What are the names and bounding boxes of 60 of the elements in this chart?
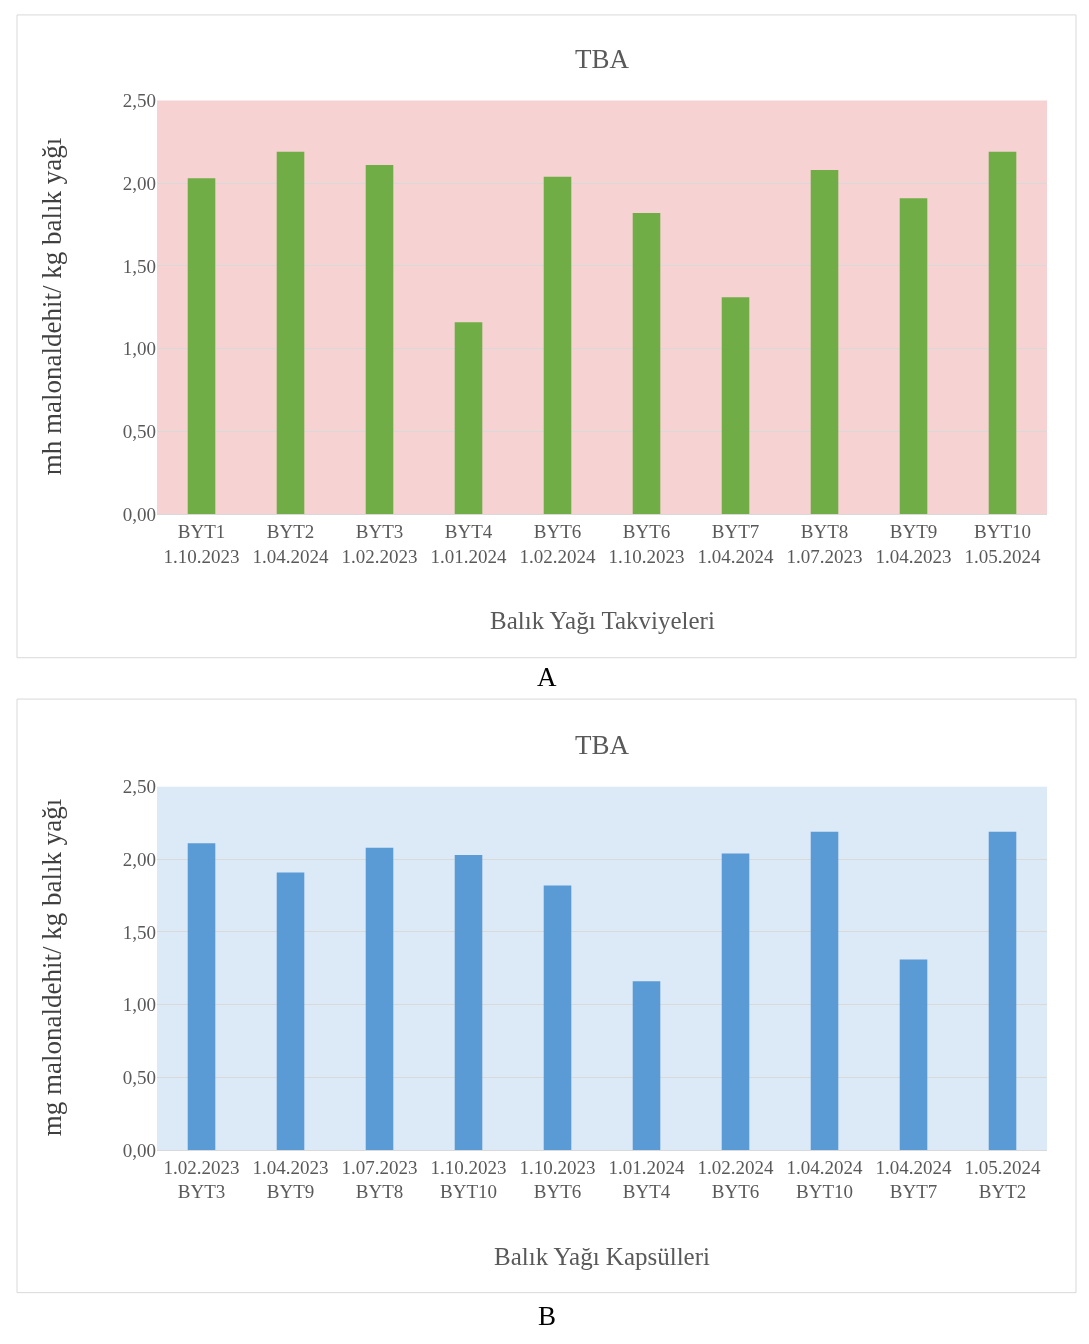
y-tick-label: 2,50 <box>122 776 156 798</box>
y-tick-label: 0,50 <box>122 1066 156 1088</box>
x-tick-label: 1.10.2023 BYT6 <box>519 1156 596 1203</box>
x-tick-label: BYT4 1.01.2024 <box>430 520 507 567</box>
x-tick-label: BYT8 1.07.2023 <box>786 520 863 567</box>
bar <box>988 831 1017 1150</box>
y-axis-title: mh malonaldehit/ kg balık yağı <box>36 137 67 476</box>
bar <box>454 854 483 1150</box>
bar <box>543 176 572 514</box>
y-tick-label: 0,00 <box>122 1139 156 1161</box>
x-axis-title: Balık Yağı Takviyeleri <box>490 607 715 634</box>
bar <box>365 847 394 1150</box>
x-tick-label: 1.02.2024 BYT6 <box>697 1156 774 1203</box>
bar <box>454 322 483 514</box>
x-tick-label: 1.01.2024 BYT4 <box>608 1156 685 1203</box>
x-tick-label: 1.05.2024 BYT2 <box>964 1156 1041 1203</box>
x-tick-label: 1.04.2024 BYT10 <box>786 1156 863 1203</box>
x-tick-label: BYT6 1.10.2023 <box>608 520 685 567</box>
y-tick-label: 1,00 <box>122 994 156 1016</box>
y-axis-title: mg malonaldehit/ kg balık yağı <box>36 798 67 1137</box>
x-tick-label: 1.07.2023 BYT8 <box>341 1156 418 1203</box>
text: A <box>537 662 557 692</box>
y-tick-label: 2,00 <box>122 848 156 870</box>
y-tick-label: 0,50 <box>122 420 156 442</box>
y-tick-label: 2,00 <box>122 172 156 194</box>
bar <box>187 178 216 514</box>
x-tick-label: BYT6 1.02.2024 <box>519 520 596 567</box>
x-tick-label: BYT10 1.05.2024 <box>964 520 1041 567</box>
y-tick-label: 2,50 <box>122 90 156 112</box>
bar <box>276 872 305 1150</box>
x-tick-label: BYT7 1.04.2024 <box>697 520 774 567</box>
bar <box>187 843 216 1150</box>
bar <box>899 959 928 1150</box>
y-tick-label: 1,50 <box>122 255 156 277</box>
bar <box>899 198 928 514</box>
bar <box>543 885 572 1150</box>
y-tick-label: 1,00 <box>122 338 156 360</box>
y-tick-label: 0,00 <box>122 503 156 525</box>
bar <box>632 981 661 1150</box>
x-tick-label: 1.04.2023 BYT9 <box>252 1156 329 1203</box>
bar <box>810 831 839 1150</box>
bar <box>721 853 750 1150</box>
bar <box>276 151 305 514</box>
bar <box>632 213 661 514</box>
x-tick-label: BYT9 1.04.2023 <box>875 520 952 567</box>
x-tick-label: 1.02.2023 BYT3 <box>163 1156 240 1203</box>
chart-title: TBA <box>575 44 630 74</box>
bar <box>988 151 1017 514</box>
chart-title: TBA <box>575 730 630 760</box>
x-tick-label: BYT2 1.04.2024 <box>252 520 329 567</box>
x-axis-title: Balık Yağı Kapsülleri <box>494 1243 711 1270</box>
x-tick-label: BYT1 1.10.2023 <box>163 520 240 567</box>
bar <box>721 297 750 514</box>
x-tick-label: 1.10.2023 BYT10 <box>430 1156 507 1203</box>
x-tick-label: BYT3 1.02.2023 <box>341 520 418 567</box>
x-tick-label: 1.04.2024 BYT7 <box>875 1156 952 1203</box>
bar <box>810 170 839 514</box>
y-tick-label: 1,50 <box>122 921 156 943</box>
text: B <box>538 1301 557 1331</box>
bar <box>365 165 394 514</box>
